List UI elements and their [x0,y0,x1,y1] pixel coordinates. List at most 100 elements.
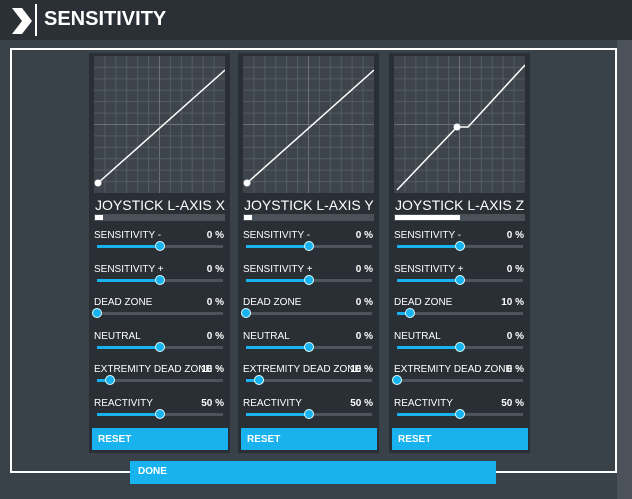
slider-knob[interactable] [455,274,465,285]
slider-knob[interactable] [304,274,314,285]
setting-value: 0 % [355,230,373,241]
setting-value: 0 % [355,263,373,275]
setting-label: DEAD ZONE [394,297,453,309]
slider-fill [97,345,160,349]
axis-name: JOYSTICK L-AXIS X [95,197,225,213]
slider-knob[interactable] [455,341,465,352]
reset-label: RESET [398,434,432,445]
slider-knob[interactable] [155,341,165,352]
setting-label: REACTIVITY [94,398,153,409]
setting-value: 50 % [501,398,524,409]
divider [35,4,37,36]
slider-fill [246,278,309,282]
axis-panel: JOYSTICK L-AXIS X SENSITIVITY - 0 % SENSITI… [89,53,230,453]
slider-knob[interactable] [455,241,465,251]
input-track [94,214,225,221]
slider-knob[interactable] [455,409,465,419]
slider-track [397,379,523,383]
slider-fill [97,245,160,248]
reset-label: RESET [247,434,281,445]
setting-value: 0 % [206,330,224,342]
setting-label: SENSITIVITY - [394,230,462,241]
slider-fill [246,379,259,383]
reset-button[interactable]: RESET [241,428,377,450]
setting-value: 10 % [350,364,373,376]
setting-label: REACTIVITY [394,398,453,409]
slider-fill [246,413,309,416]
slider-fill [97,413,160,416]
setting-value: 0 % [506,330,524,342]
header-bar [0,0,632,40]
slider-fill [397,245,460,248]
setting-value: 0 % [506,364,524,376]
input-fill [395,215,460,220]
slider-knob[interactable] [304,341,314,352]
setting-value: 0 % [206,230,224,241]
setting-label: NEUTRAL [243,330,290,342]
setting-value: 10 % [201,364,224,376]
slider-track [97,379,223,383]
setting-value: 50 % [201,398,224,409]
setting-label: SENSITIVITY + [94,263,164,275]
done-label: DONE [138,466,167,477]
slider-knob[interactable] [392,375,402,386]
setting-label: EXTREMITY DEAD ZONE [94,364,213,376]
setting-value: 10 % [501,297,524,309]
axis-panel: JOYSTICK L-AXIS Y SENSITIVITY - 0 % SENSITI… [238,53,379,453]
slider-knob[interactable] [253,375,264,386]
slider-fill [97,278,160,282]
response-curve [394,56,525,193]
slider-fill [97,379,110,383]
reset-button[interactable]: RESET [392,428,528,450]
side-panel [617,40,632,499]
done-button[interactable]: DONE [130,461,496,484]
slider-fill [246,245,309,248]
slider-track [246,379,372,383]
setting-label: SENSITIVITY + [394,263,464,275]
axis-name: JOYSTICK L-AXIS Z [395,197,525,213]
slider-knob[interactable] [304,409,314,419]
reset-button[interactable]: RESET [92,428,228,450]
slider-fill [397,278,460,282]
axis-panel: JOYSTICK L-AXIS Z SENSITIVITY - 0 % SENSITI… [389,53,530,453]
setting-label: SENSITIVITY - [243,230,311,241]
setting-label: REACTIVITY [243,398,302,409]
slider-knob[interactable] [304,241,314,251]
slider-track [246,312,372,316]
setting-value: 0 % [355,297,373,309]
slider-track [97,312,223,316]
setting-value: 50 % [350,398,373,409]
setting-value: 0 % [506,263,524,275]
slider-knob[interactable] [92,308,102,319]
input-fill [244,215,252,220]
setting-label: SENSITIVITY - [94,230,162,241]
slider-knob[interactable] [155,409,165,419]
slider-knob[interactable] [241,308,251,319]
setting-value: 0 % [206,263,224,275]
slider-knob[interactable] [155,274,165,285]
response-curve [243,56,374,193]
axis-name: JOYSTICK L-AXIS Y [244,197,374,213]
slider-knob[interactable] [404,308,415,319]
slider-track [397,312,523,316]
slider-knob[interactable] [155,241,165,251]
setting-label: SENSITIVITY + [243,263,313,275]
setting-value: 0 % [506,230,524,241]
setting-label: EXTREMITY DEAD ZONE [243,364,362,376]
back-icon[interactable] [10,6,34,36]
input-track [243,214,374,221]
response-curve [94,56,225,193]
setting-label: DEAD ZONE [94,297,153,309]
setting-label: DEAD ZONE [243,297,302,309]
page-title: SENSITIVITY [44,8,167,30]
slider-fill [397,413,460,416]
setting-value: 0 % [355,330,373,342]
input-fill [95,215,103,220]
slider-fill [246,345,309,349]
setting-label: EXTREMITY DEAD ZONE [394,364,513,376]
reset-label: RESET [98,434,132,445]
setting-label: NEUTRAL [94,330,141,342]
setting-label: NEUTRAL [394,330,441,342]
slider-knob[interactable] [104,375,115,386]
